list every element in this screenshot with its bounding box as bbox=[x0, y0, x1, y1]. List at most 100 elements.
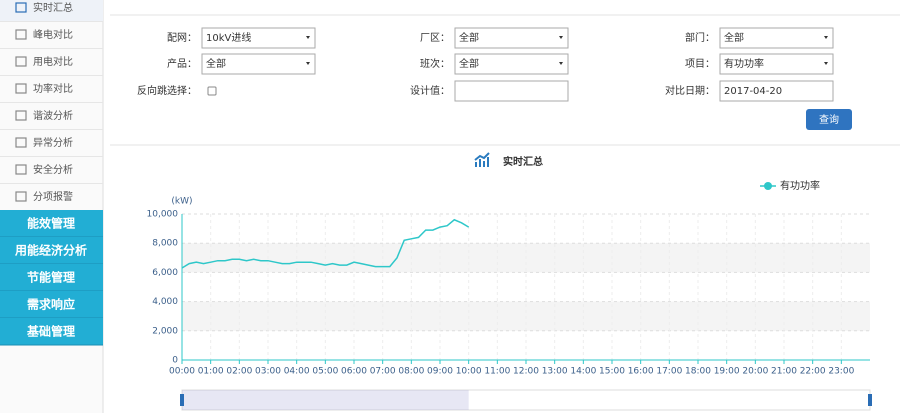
field-value: 全部 bbox=[724, 31, 744, 44]
sidebar-icon bbox=[15, 56, 27, 67]
checkbox[interactable] bbox=[207, 86, 217, 96]
x-tick-label: 14:00 bbox=[570, 367, 596, 377]
select-box[interactable] bbox=[719, 53, 834, 75]
x-tick-label: 09:00 bbox=[427, 367, 453, 377]
x-tick-label: 00:00 bbox=[169, 367, 195, 377]
x-tick-label: 13:00 bbox=[542, 367, 568, 377]
sidebar-icon bbox=[15, 137, 27, 148]
sidebar-item[interactable]: 分项报警 bbox=[33, 190, 73, 203]
field-label: 设计值： bbox=[410, 84, 450, 97]
select-arrow bbox=[824, 62, 828, 65]
select-box[interactable] bbox=[454, 27, 569, 49]
x-tick-label: 18:00 bbox=[685, 367, 711, 377]
sidebar-section-label[interactable]: 需求响应 bbox=[27, 297, 75, 312]
sidebar-item[interactable]: 谐波分析 bbox=[33, 109, 73, 122]
x-tick-label: 21:00 bbox=[771, 367, 797, 377]
select-box[interactable] bbox=[201, 53, 316, 75]
x-tick-label: 08:00 bbox=[398, 367, 424, 377]
x-tick-label: 23:00 bbox=[828, 367, 854, 377]
x-tick-label: 15:00 bbox=[599, 367, 625, 377]
sidebar-item[interactable]: 功率对比 bbox=[33, 82, 73, 95]
x-tick-label: 06:00 bbox=[341, 367, 367, 377]
zoom-handle[interactable] bbox=[868, 394, 872, 406]
field-label: 配网： bbox=[167, 32, 197, 44]
chart-title-icon bbox=[474, 152, 490, 167]
field-label: 产品： bbox=[167, 57, 197, 70]
sidebar-section[interactable] bbox=[0, 264, 103, 291]
input-box[interactable] bbox=[719, 80, 834, 102]
x-tick-label: 01:00 bbox=[198, 367, 224, 377]
sidebar-section-label[interactable]: 节能管理 bbox=[27, 270, 75, 285]
sidebar-icon bbox=[15, 191, 27, 202]
sidebar-section[interactable] bbox=[0, 318, 103, 345]
field-value: 全部 bbox=[459, 57, 479, 70]
y-tick-label: 2,000 bbox=[152, 326, 178, 336]
field-label: 项目： bbox=[685, 58, 715, 70]
field-value: 2017-04-20 bbox=[724, 86, 782, 97]
zoom-window[interactable] bbox=[182, 390, 469, 410]
field-value: 全部 bbox=[206, 57, 226, 70]
sidebar-icon bbox=[15, 29, 27, 40]
x-tick-label: 10:00 bbox=[456, 367, 482, 377]
x-tick-label: 07:00 bbox=[370, 367, 396, 377]
field-value: 有功功率 bbox=[724, 57, 764, 70]
select-box[interactable] bbox=[201, 27, 316, 49]
sidebar-section-label[interactable]: 用能经济分析 bbox=[14, 243, 87, 258]
zoom-handle[interactable] bbox=[180, 394, 184, 406]
query-button-label[interactable]: 查询 bbox=[819, 113, 839, 126]
sidebar-section[interactable] bbox=[0, 291, 103, 318]
sidebar-section-label[interactable]: 基础管理 bbox=[26, 324, 75, 339]
y-tick-label: 10,000 bbox=[147, 210, 179, 220]
sidebar-icon bbox=[15, 2, 27, 13]
sidebar-section[interactable] bbox=[0, 237, 103, 264]
y-tick-label: 8,000 bbox=[152, 239, 178, 249]
field-label: 部门： bbox=[685, 31, 715, 44]
select-box[interactable] bbox=[719, 27, 834, 49]
x-tick-label: 02:00 bbox=[226, 367, 252, 377]
select-arrow bbox=[559, 62, 563, 65]
x-tick-label: 16:00 bbox=[628, 367, 654, 377]
chart-title: 实时汇总 bbox=[503, 155, 543, 168]
legend-label[interactable]: 有功功率 bbox=[780, 179, 820, 192]
sidebar-item[interactable]: 峰电对比 bbox=[33, 28, 73, 41]
select-arrow bbox=[306, 62, 310, 65]
select-arrow bbox=[306, 36, 310, 39]
x-tick-label: 12:00 bbox=[513, 367, 539, 377]
y-tick-label: 4,000 bbox=[152, 297, 178, 307]
field-value: 10kV进线 bbox=[206, 31, 251, 44]
x-tick-label: 22:00 bbox=[800, 367, 826, 377]
select-box[interactable] bbox=[454, 53, 569, 75]
field-value: 全部 bbox=[459, 31, 479, 44]
x-tick-label: 04:00 bbox=[284, 367, 310, 377]
sidebar-section-label[interactable]: 能效管理 bbox=[27, 216, 75, 231]
select-arrow bbox=[559, 36, 563, 39]
query-button[interactable] bbox=[806, 109, 852, 130]
series-line bbox=[181, 218, 470, 269]
sidebar-item[interactable]: 安全分析 bbox=[33, 163, 73, 176]
field-label: 对比日期： bbox=[665, 84, 715, 97]
sidebar-item[interactable]: 用电对比 bbox=[33, 55, 73, 68]
sidebar-section[interactable] bbox=[0, 210, 103, 237]
x-tick-label: 11:00 bbox=[484, 367, 510, 377]
y-axis-label: (kW) bbox=[171, 197, 192, 207]
x-tick-label: 20:00 bbox=[742, 367, 768, 377]
sidebar-item[interactable]: 异常分析 bbox=[33, 136, 73, 149]
y-tick-label: 0 bbox=[172, 356, 178, 366]
field-label: 班次： bbox=[420, 57, 450, 70]
sidebar-icon bbox=[15, 110, 27, 121]
x-tick-label: 19:00 bbox=[714, 367, 740, 377]
y-tick-label: 6,000 bbox=[152, 268, 178, 278]
input-box[interactable] bbox=[454, 80, 569, 102]
legend-marker bbox=[764, 182, 772, 190]
select-arrow bbox=[824, 36, 828, 39]
x-tick-label: 05:00 bbox=[312, 367, 338, 377]
sidebar-item[interactable]: 实时汇总 bbox=[33, 1, 73, 14]
field-label: 反向跳选择： bbox=[137, 84, 197, 97]
field-label: 厂区： bbox=[420, 32, 450, 44]
x-tick-label: 17:00 bbox=[656, 367, 682, 377]
x-tick-label: 03:00 bbox=[255, 367, 281, 377]
sidebar-icon bbox=[15, 164, 27, 175]
sidebar-icon bbox=[15, 83, 27, 94]
